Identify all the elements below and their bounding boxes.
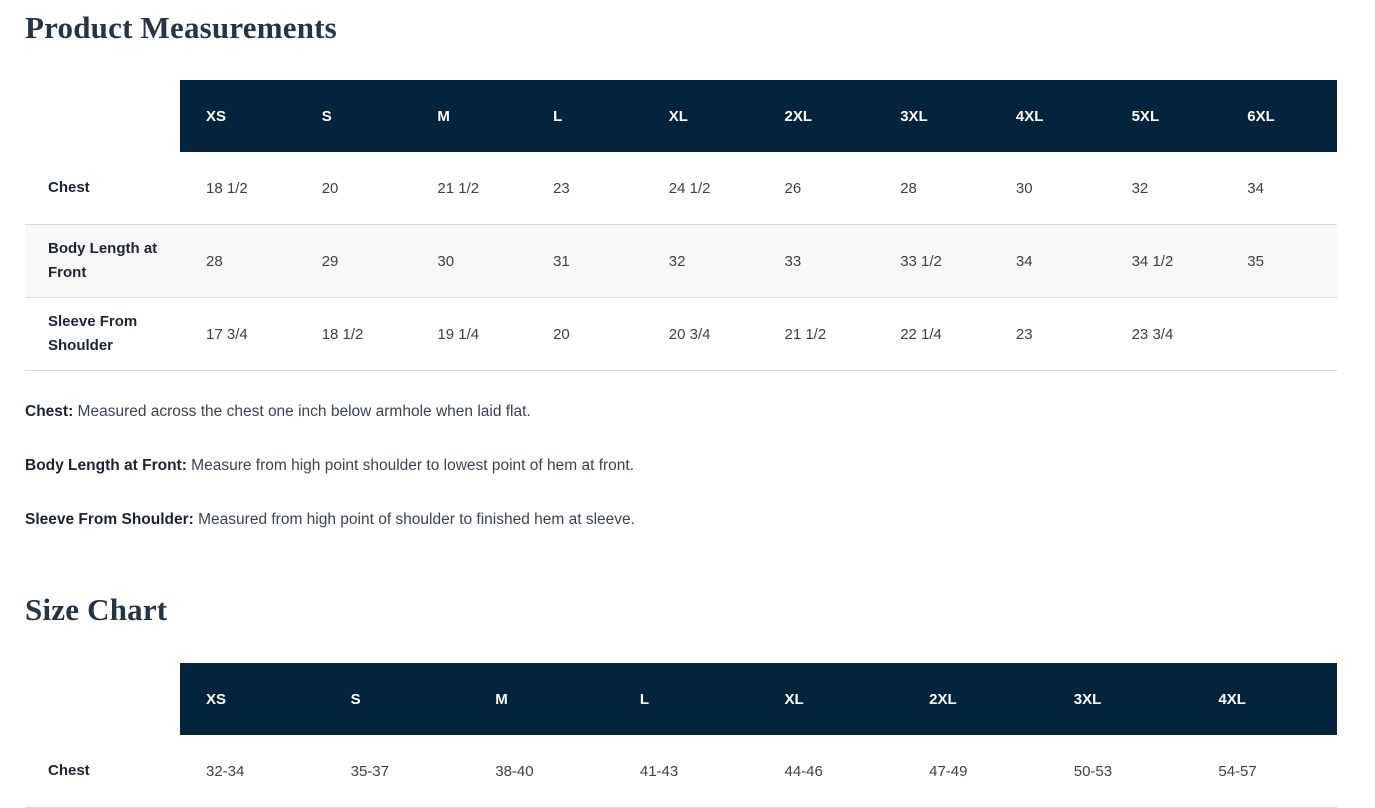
size-header-5xl: 5XL xyxy=(1105,80,1222,152)
table-row-sleeve-from-shoulder: Sleeve From Shoulder 17 3/4 18 1/2 19 1/… xyxy=(25,298,1337,371)
product-measurements-title: Product Measurements xyxy=(25,10,337,45)
measurement-value: 23 3/4 xyxy=(1131,325,1174,343)
measurement-value: 33 1/2 xyxy=(900,252,942,270)
row-label: Body Length at Front xyxy=(48,240,158,281)
size-header-l: L xyxy=(613,663,759,735)
size-header-xl: XL xyxy=(642,80,759,152)
row-label: Chest xyxy=(48,762,90,779)
note-definition: Measured across the chest one inch below… xyxy=(73,403,531,420)
row-label: Chest xyxy=(48,179,90,196)
measurement-value: 32 xyxy=(1131,179,1149,197)
table-row-body-length-at-front: Body Length at Front 28 29 30 31 32 33 3… xyxy=(25,225,1337,298)
page-content: Product Measurements XS S M L XL 2XL 3XL… xyxy=(25,0,1337,808)
note-chest: Chest: Measured across the chest one inc… xyxy=(25,401,1337,423)
measurement-value: 34 xyxy=(1247,179,1264,197)
size-header-4xl: 4XL xyxy=(989,80,1106,152)
size-header-3xl: 3XL xyxy=(874,80,990,152)
size-header-l: L xyxy=(527,80,643,152)
measurement-value: 30 xyxy=(437,252,455,270)
size-chart-title: Size Chart xyxy=(25,592,168,627)
size-range-value: 35-37 xyxy=(350,762,389,780)
note-body-length-at-front: Body Length at Front: Measure from high … xyxy=(25,455,1337,477)
size-chart-row-chest: Chest 32-34 35-37 38-40 41-43 44-46 47-4… xyxy=(25,735,1337,808)
measurement-value: 18 1/2 xyxy=(321,325,364,343)
measurement-value: 26 xyxy=(784,179,802,197)
measurement-notes: Chest: Measured across the chest one inc… xyxy=(25,401,1337,531)
measurement-value: 28 xyxy=(206,252,223,270)
size-range-value: 47-49 xyxy=(929,762,968,780)
size-range-value: 54-57 xyxy=(1218,762,1257,780)
measurement-value: 34 xyxy=(1015,252,1033,270)
measurement-value: 35 xyxy=(1247,252,1264,270)
measurement-value: 19 1/4 xyxy=(437,325,480,343)
size-header-xs: XS xyxy=(180,80,296,152)
measurement-value: 20 xyxy=(553,325,570,343)
product-measurements-table: XS S M L XL 2XL 3XL 4XL 5XL 6XL Chest 18… xyxy=(25,80,1337,371)
size-header-m: M xyxy=(469,663,614,735)
measurement-value: 29 xyxy=(321,252,339,270)
note-term: Sleeve From Shoulder: xyxy=(25,511,194,528)
size-range-value: 50-53 xyxy=(1073,762,1113,780)
measurement-value: 23 xyxy=(553,179,570,197)
measurement-value: 21 1/2 xyxy=(437,179,480,197)
measurement-value: 20 3/4 xyxy=(668,325,711,343)
size-header-2xl: 2XL xyxy=(903,663,1048,735)
note-definition: Measure from high point shoulder to lowe… xyxy=(186,457,635,474)
note-definition: Measured from high point of shoulder to … xyxy=(193,511,635,528)
note-term: Chest: xyxy=(25,403,74,420)
size-header-xl: XL xyxy=(758,663,904,735)
measurement-value: 33 xyxy=(784,252,802,270)
measurement-value: 31 xyxy=(553,252,570,270)
size-header-6xl: 6XL xyxy=(1221,80,1337,152)
measurement-value: 32 xyxy=(668,252,686,270)
note-sleeve-from-shoulder: Sleeve From Shoulder: Measured from high… xyxy=(25,509,1337,531)
header-spacer xyxy=(25,663,180,735)
size-header-m: M xyxy=(411,80,528,152)
measurement-value: 21 1/2 xyxy=(784,325,827,343)
header-spacer xyxy=(25,80,180,152)
size-range-value: 41-43 xyxy=(639,762,679,780)
note-term: Body Length at Front: xyxy=(25,457,187,474)
size-header-s: S xyxy=(295,80,412,152)
measurement-value: 22 1/4 xyxy=(900,325,942,343)
size-range-value: 44-46 xyxy=(784,762,823,780)
size-header-3xl: 3XL xyxy=(1047,663,1193,735)
measurement-value xyxy=(1221,298,1337,370)
row-label: Sleeve From Shoulder xyxy=(48,313,138,354)
measurement-value: 28 xyxy=(900,179,917,197)
size-header-xs: XS xyxy=(180,663,325,735)
measurement-value: 18 1/2 xyxy=(206,179,248,197)
measurement-value: 30 xyxy=(1015,179,1033,197)
measurement-value: 17 3/4 xyxy=(206,325,248,343)
size-header-2xl: 2XL xyxy=(758,80,875,152)
table-row-chest: Chest 18 1/2 20 21 1/2 23 24 1/2 26 28 3… xyxy=(25,152,1337,225)
size-range-value: 38-40 xyxy=(495,762,534,780)
measurement-value: 34 1/2 xyxy=(1131,252,1174,270)
size-chart-header-row: XS S M L XL 2XL 3XL 4XL xyxy=(25,663,1337,735)
measurement-value: 24 1/2 xyxy=(668,179,711,197)
measurements-header-row: XS S M L XL 2XL 3XL 4XL 5XL 6XL xyxy=(25,80,1337,152)
measurement-value: 23 xyxy=(1015,325,1033,343)
size-header-s: S xyxy=(324,663,470,735)
size-header-4xl: 4XL xyxy=(1192,663,1337,735)
size-chart-table: XS S M L XL 2XL 3XL 4XL Chest 32-34 35-3… xyxy=(25,663,1337,808)
size-range-value: 32-34 xyxy=(206,762,245,780)
measurement-value: 20 xyxy=(321,179,339,197)
